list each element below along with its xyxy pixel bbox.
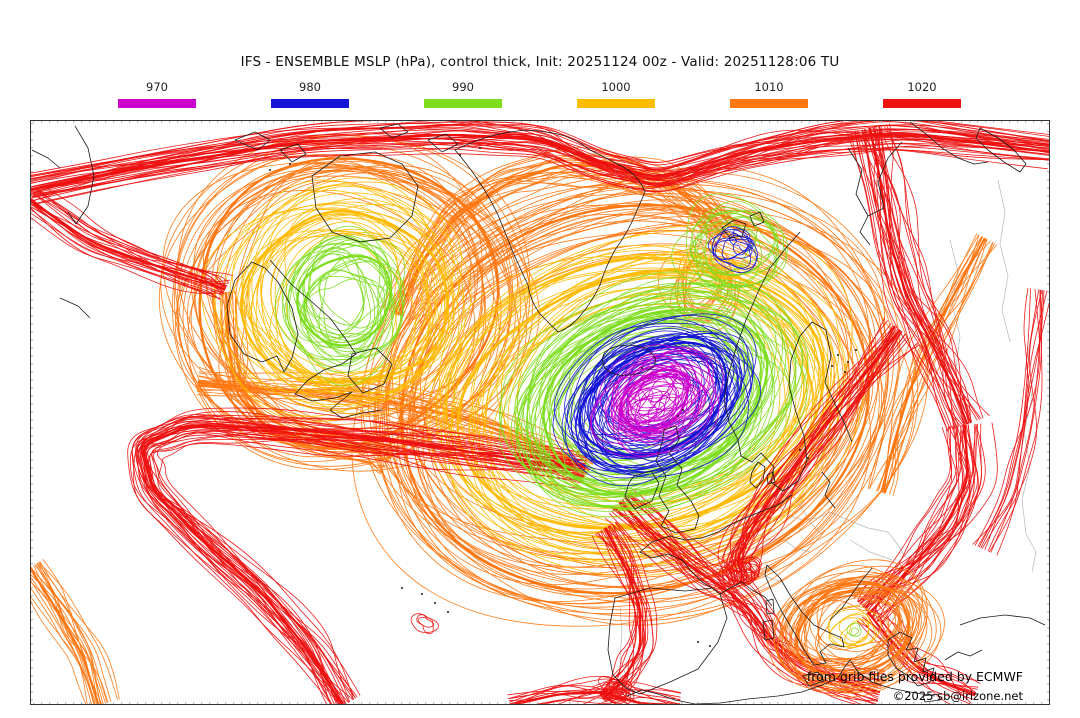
contour-gibraltar-eddy-1020 bbox=[598, 675, 635, 705]
legend-swatch bbox=[271, 98, 349, 108]
contour-main-low-norwegian-sea-970 bbox=[589, 344, 724, 458]
coastline-layer bbox=[31, 121, 1046, 705]
legend-label: 1010 bbox=[754, 80, 784, 94]
map-frame bbox=[30, 120, 1050, 705]
contour-med-low-ionian-990 bbox=[846, 622, 862, 637]
legend-swatch bbox=[424, 98, 502, 108]
contour-alps-eddy-1020 bbox=[718, 556, 762, 588]
contour-med-low-ionian-1000 bbox=[827, 605, 882, 648]
chart-title: IFS - ENSEMBLE MSLP (hPa), control thick… bbox=[240, 54, 840, 70]
legend-swatch bbox=[118, 98, 196, 108]
legend-label: 990 bbox=[452, 80, 474, 94]
legend-swatch bbox=[883, 98, 961, 108]
contour-gibraltar-red-1020 bbox=[507, 676, 681, 705]
contour-azores-outliers-1020 bbox=[410, 613, 439, 635]
legend-item-1020: 1020 bbox=[883, 80, 961, 108]
map-canvas bbox=[30, 120, 1050, 705]
legend-item-1000: 1000 bbox=[577, 80, 655, 108]
legend-label: 980 bbox=[299, 80, 321, 94]
legend-item-1010: 1010 bbox=[730, 80, 808, 108]
contour-right-edge-red-1020 bbox=[972, 287, 1050, 556]
contour-sw-corner-orange-1010 bbox=[30, 559, 120, 705]
legend-item-980: 980 bbox=[271, 80, 349, 108]
contour-east-orange-1010 bbox=[867, 233, 998, 496]
legend-label: 970 bbox=[146, 80, 168, 94]
legend-label: 1020 bbox=[907, 80, 937, 94]
contour-west-low-quebec-1000 bbox=[201, 177, 472, 423]
contour-svalbard-eddy-990 bbox=[671, 193, 789, 292]
contour-arctic-red-1020 bbox=[30, 120, 1050, 205]
legend-label: 1000 bbox=[601, 80, 631, 94]
contour-west-low-quebec-990 bbox=[274, 225, 406, 386]
legend-item-970: 970 bbox=[118, 80, 196, 108]
contour-atlantic-hook-red-1020 bbox=[127, 407, 588, 705]
spaghetti-layer bbox=[30, 120, 1050, 705]
contour-west-low-quebec-1010 bbox=[158, 134, 540, 472]
legend-swatch bbox=[577, 98, 655, 108]
legend-swatch bbox=[730, 98, 808, 108]
attribution-copyright: ©2025 sb@irizone.net bbox=[892, 689, 1023, 703]
legend-item-990: 990 bbox=[424, 80, 502, 108]
attribution-ecmwf: from grib files provided by ECMWF bbox=[806, 669, 1023, 684]
contour-spain-east-red-1020 bbox=[591, 521, 658, 705]
contour-med-low-ionian-1010 bbox=[767, 559, 945, 698]
contour-nw-red-1020 bbox=[30, 184, 233, 300]
contour-ne-corner-red-1020 bbox=[847, 123, 990, 432]
pressure-legend: 970 980 990 1000 1010 1020 bbox=[118, 80, 961, 108]
map-area: from grib files provided by ECMWF ©2025 … bbox=[30, 120, 1050, 705]
contour-svalbard-eddy-980 bbox=[707, 226, 758, 273]
